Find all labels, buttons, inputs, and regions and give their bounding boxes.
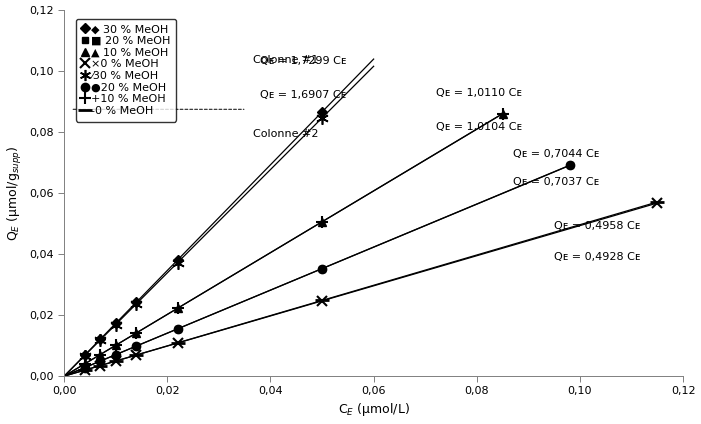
Text: Qᴇ = 1,6907 Cᴇ: Qᴇ = 1,6907 Cᴇ xyxy=(260,90,346,100)
Text: Qᴇ = 0,7037 Cᴇ: Qᴇ = 0,7037 Cᴇ xyxy=(513,177,599,187)
Text: Qᴇ = 1,0104 Cᴇ: Qᴇ = 1,0104 Cᴇ xyxy=(435,122,522,132)
X-axis label: C$_E$ (μmol/L): C$_E$ (μmol/L) xyxy=(338,402,409,418)
Legend: ◆ 30 % MeOH, ■ 20 % MeOH, ▲ 10 % MeOH, ×0 % MeOH, ⁄30 % MeOH, ●20 % MeOH, +10 % : ◆ 30 % MeOH, ■ 20 % MeOH, ▲ 10 % MeOH, ×… xyxy=(76,19,177,122)
Text: Colonne #1: Colonne #1 xyxy=(253,55,318,65)
Text: Colonne #2: Colonne #2 xyxy=(253,129,318,139)
Text: Qᴇ = 0,7044 Cᴇ: Qᴇ = 0,7044 Cᴇ xyxy=(513,149,599,159)
Text: Qᴇ = 0,4958 Cᴇ: Qᴇ = 0,4958 Cᴇ xyxy=(554,221,641,231)
Text: Qᴇ = 1,0110 Cᴇ: Qᴇ = 1,0110 Cᴇ xyxy=(435,87,522,98)
Text: Qᴇ = 0,4928 Cᴇ: Qᴇ = 0,4928 Cᴇ xyxy=(554,251,641,262)
Text: Qᴇ = 1,7299 Cᴇ: Qᴇ = 1,7299 Cᴇ xyxy=(260,56,346,66)
Y-axis label: Q$_E$ (μmol/g$_{supp}$): Q$_E$ (μmol/g$_{supp}$) xyxy=(6,145,24,241)
